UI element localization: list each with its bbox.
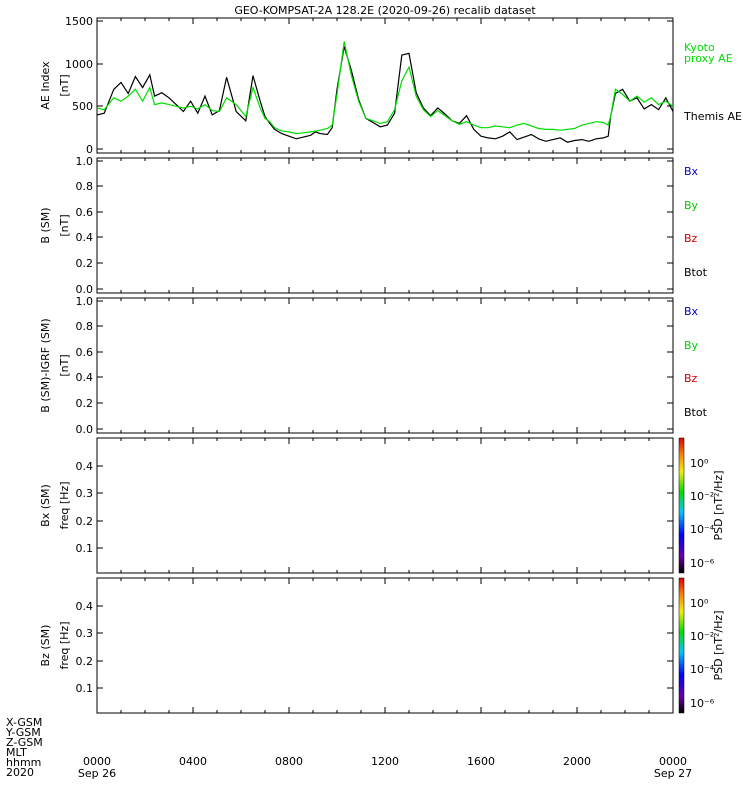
panel-frame [96,577,674,714]
y-tick-label: 0.6 [76,206,94,219]
colorbar-tick-label: 10⁻² [690,490,714,503]
y-tick-label: 1.0 [76,295,94,308]
panel-frame [96,297,674,434]
colorbar-tick-label: 10⁻⁶ [690,697,715,710]
y-tick-label: 0.1 [76,682,94,695]
y-tick-label: 0.3 [76,487,94,500]
colorbar [678,437,685,574]
colorbar-tick-label: 10⁻² [690,630,714,643]
legend-label: Bx [684,305,699,318]
y-tick-label: 0.2 [76,655,94,668]
colorbar-label: PSD [nT²/Hz] [712,610,725,680]
legend-label: Bz [684,372,698,385]
x-row-label-1: Y-GSM [5,726,41,739]
x-axis-labels: X-GSM Y-GSM Z-GSM MLT hhmm 2020 0000 040… [5,716,692,780]
colorbar-label: PSD [nT²/Hz] [712,470,725,540]
y-tick-label: 500 [72,100,93,113]
y-axis-unit: [nT] [58,354,71,376]
panel-frame [96,437,674,574]
legend-label: Kyoto [684,41,715,54]
legend-label: Themis AE [683,110,742,123]
legend-label: By [684,199,699,212]
x-row-label-2: Z-GSM [6,736,43,749]
y-tick-label: 0.4 [76,460,94,473]
y-tick-label: 0.2 [76,257,94,270]
y-tick-label: 1500 [65,15,93,28]
figure-title: GEO-KOMPSAT-2A 128.2E (2020-09-26) recal… [234,4,536,17]
y-tick-label: 0.4 [76,231,94,244]
legend-label: Btot [684,266,708,279]
x-date-right: Sep 27 [654,767,692,780]
y-axis-unit: [nT] [58,74,71,96]
series-line-themis-ae [96,46,674,143]
panel-frame [96,157,674,294]
y-tick-label: 1000 [65,58,93,71]
y-tick-label: 0.1 [76,542,94,555]
colorbar-tick-label: 10⁻⁴ [690,663,715,676]
panel-3: 0.1 0.2 0.3 0.4 Bx (SM) freq [Hz] 10⁰ 10⁻² 10⁻⁴ 1… [39,437,725,574]
series-line-kyoto-proxy-ae [96,41,674,135]
legend-label: Bx [684,165,699,178]
colorbar-tick-label: 10⁻⁶ [690,557,715,570]
y-tick-label: 0.2 [76,397,94,410]
x-tick-label-6: 0000 [659,755,687,768]
x-row-label-4: hhmm [6,756,41,769]
colorbar [678,577,685,714]
y-tick-label: 0.4 [76,600,94,613]
x-tick-label-5: 2000 [563,755,591,768]
colorbar-tick-label: 10⁰ [690,457,709,470]
colorbar-tick-label: 10⁰ [690,597,709,610]
y-axis-unit: freq [Hz] [58,481,71,529]
panel-2: 0.0 0.2 0.4 0.6 0.8 1.0 B (SM)-IGRF (SM) [nT] Bx… [39,295,708,436]
y-tick-label: 1.0 [76,155,94,168]
y-tick-label: 0.2 [76,515,94,528]
y-tick-label: 0 [86,143,93,156]
colorbar-tick-label: 10⁻⁴ [690,523,715,536]
x-tick-label-1: 0400 [179,755,207,768]
y-axis-title: Bx (SM) [39,484,52,527]
x-row-label-3: MLT [6,746,27,759]
y-tick-label: 0.8 [76,180,94,193]
x-tick-label-4: 1600 [467,755,495,768]
y-tick-label: 0.3 [76,627,94,640]
legend-label: Btot [684,406,708,419]
y-tick-label: 0.8 [76,320,94,333]
x-tick-label-3: 1200 [371,755,399,768]
y-tick-label: 0.0 [76,283,94,296]
panel-1: 0.0 0.2 0.4 0.6 0.8 1.0 B (SM) [nT] Bx By Bz Btot [39,155,708,296]
y-axis-title: AE Index [39,61,52,110]
x-row-label-0: X-GSM [6,716,42,729]
y-tick-label: 0.0 [76,423,94,436]
panel-4: 0.1 0.2 0.3 0.4 Bz (SM) freq [Hz] 10⁰ 10⁻² 10⁻⁴ 1… [39,577,725,714]
y-axis-title: Bz (SM) [39,625,52,667]
x-tick-label-2: 0800 [275,755,303,768]
legend-label: Bz [684,232,698,245]
x-row-label-5: 2020 [6,766,34,779]
y-tick-label: 0.4 [76,371,94,384]
x-tick-label-0: 0000 [83,755,111,768]
y-tick-label: 0.6 [76,346,94,359]
y-axis-unit: freq [Hz] [58,621,71,669]
y-axis-title: B (SM)-IGRF (SM) [39,318,52,412]
y-axis-title: B (SM) [39,207,52,243]
x-date-left: Sep 26 [78,767,116,780]
panel-frame [96,17,674,154]
y-axis-unit: [nT] [58,214,71,236]
legend-label: proxy AE [684,52,733,65]
legend-label: By [684,339,699,352]
